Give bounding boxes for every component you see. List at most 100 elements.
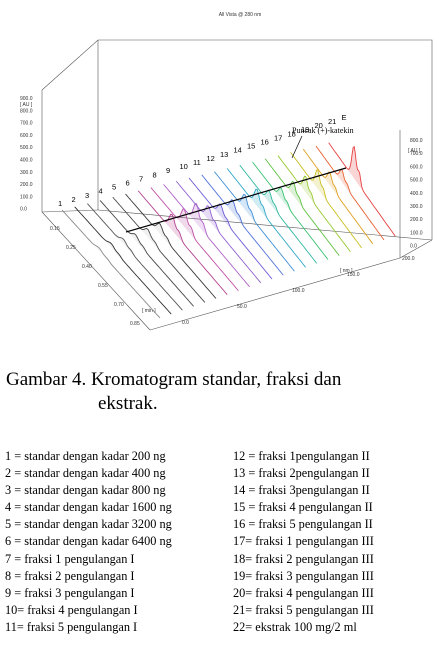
- left-axis-tick: 100.0: [20, 194, 33, 200]
- wavelength-axis-tick: 0.0: [182, 320, 189, 326]
- right-axis-tick: 200.0: [410, 217, 423, 223]
- chromatogram-trace: [87, 203, 183, 311]
- legend-item: 22= ekstrak 100 mg/2 ml: [233, 619, 357, 634]
- legend-left-column: 1 = standar dengan kadar 200 ng 2 = stand…: [5, 448, 172, 636]
- left-axis-tick: 0.0: [20, 207, 27, 213]
- chromatogram-trace: [302, 148, 374, 245]
- chromatogram-trace: [137, 190, 228, 295]
- chromatogram-trace: [328, 142, 396, 237]
- legend-item: 21= fraksi 5 pengulangan III: [233, 602, 374, 617]
- plot-box: [41, 39, 433, 331]
- lane-number: 10: [180, 162, 188, 171]
- chromatogram-trace: [226, 168, 306, 268]
- chromatogram-trace: [277, 155, 351, 252]
- legend-item: 11= fraksi 5 pengulangan I: [5, 619, 138, 634]
- lane-number: 15: [247, 142, 255, 151]
- left-axis-tick: 400.0: [20, 158, 33, 164]
- lane-number: 3: [85, 191, 89, 200]
- left-axis-tick: 500.0: [20, 145, 33, 151]
- chromatogram-trace: [112, 196, 206, 303]
- time-axis-tick: 0.15: [50, 226, 60, 232]
- chromatogram-trace: [214, 171, 295, 272]
- lane-number: 12: [207, 154, 215, 163]
- right-axis-tick: 500.0: [410, 178, 423, 184]
- legend-item: 13 = fraksi 2pengulangan II: [233, 466, 370, 481]
- time-axis-tick: 0.70: [114, 302, 124, 308]
- chromatogram-trace: [315, 145, 385, 241]
- left-axis-tick: 200.0: [20, 182, 33, 188]
- lane-number: 7: [139, 174, 143, 183]
- peak-label: Puncak (+)-katekin: [292, 126, 354, 135]
- chromatogram-trace: [61, 209, 161, 319]
- lane-number: 6: [126, 179, 130, 188]
- chromatogram-trace: [290, 152, 362, 249]
- time-axis-unit: [ min ]: [142, 308, 156, 314]
- legend-item: 14 = fraksi 3pengulangan II: [233, 483, 370, 498]
- left-axis-tick: 600.0: [20, 133, 33, 139]
- chromatogram-trace: [188, 177, 273, 280]
- chromatogram-figure: All Vista @ 280 nm [ AU ] [ AU ] [ min ]…: [20, 12, 433, 331]
- lane-number: 1: [58, 199, 62, 208]
- legend-item: 4 = standar dengan kadar 1600 ng: [5, 500, 172, 515]
- peak-label-leader: [291, 135, 303, 159]
- chromatogram-trace: [125, 193, 217, 299]
- lane-number: 20: [315, 121, 323, 130]
- legend-item: 20= fraksi 4 pengulangan III: [233, 585, 374, 600]
- right-axis-tick: 700.0: [410, 151, 423, 157]
- wavelength-axis-tick: 100.0: [292, 288, 305, 294]
- caption-line-1: Gambar 4. Kromatogram standar, fraksi da…: [6, 369, 342, 390]
- lane-number: 14: [234, 146, 242, 155]
- time-axis-tick: 0.40: [82, 264, 92, 270]
- chromatogram-trace: [239, 164, 318, 264]
- caption-line-2: ekstrak.: [98, 393, 158, 414]
- lane-number: 19: [301, 125, 309, 134]
- chromatogram-trace: [175, 180, 262, 284]
- legend-item: 16 = fraksi 5 pengulangan II: [233, 517, 373, 532]
- right-axis-tick: 400.0: [410, 191, 423, 197]
- legend-item: 1 = standar dengan kadar 200 ng: [5, 449, 166, 463]
- legend-item: 7 = fraksi 1 pengulangan I: [5, 551, 135, 566]
- figure-caption: Gambar 4. Kromatogram standar, fraksi da…: [6, 368, 426, 416]
- chromatogram-trace: [74, 206, 172, 315]
- legend-item: 18= fraksi 2 pengulangan III: [233, 551, 374, 566]
- right-axis-tick: 0.0: [410, 244, 417, 250]
- wavelength-axis-tick: 200.0: [402, 256, 415, 262]
- header-label: All Vista @ 280 nm: [219, 12, 262, 18]
- legend-item: 8 = fraksi 2 pengulangan I: [5, 568, 135, 583]
- left-axis-tick: 300.0: [20, 170, 33, 176]
- legend-item: 10= fraksi 4 pengulangan I: [5, 602, 138, 617]
- lane-number: 5: [112, 183, 116, 192]
- legend-item: 5 = standar dengan kadar 3200 ng: [5, 517, 172, 532]
- wavelength-axis-unit: [ nm ]: [340, 268, 353, 274]
- right-axis-tick: 600.0: [410, 164, 423, 170]
- lane-number: 2: [72, 195, 76, 204]
- left-axis-tick: 800.0: [20, 108, 33, 114]
- chromatogram-trace: [163, 184, 250, 288]
- left-axis-tick: 700.0: [20, 121, 33, 127]
- chromatogram-trace: [264, 158, 340, 256]
- legend-item: 19= fraksi 3 pengulangan III: [233, 568, 374, 583]
- legend-item: 17= fraksi 1 pengulangan III: [233, 534, 374, 549]
- right-axis-tick: 300.0: [410, 204, 423, 210]
- lane-number: 11: [193, 158, 201, 167]
- left-axis-unit: [ AU ]: [20, 102, 33, 108]
- lane-number: 17: [274, 133, 282, 142]
- lane-number: 16: [261, 138, 269, 147]
- legend-item: 6 = standar dengan kadar 6400 ng: [5, 534, 172, 549]
- lane-number: 4: [99, 187, 103, 196]
- wavelength-axis-tick: 50.0: [237, 304, 247, 310]
- legend-item: 3 = standar dengan kadar 800 ng: [5, 483, 166, 498]
- time-axis-tick: 0.25: [66, 245, 76, 251]
- chromatogram-trace: [252, 161, 329, 260]
- legend-item: 12 = fraksi 1pengulangan II: [233, 449, 370, 463]
- wavelength-axis-tick: 150.0: [347, 272, 360, 278]
- lane-number: 13: [220, 150, 228, 159]
- legend-right-column: 12 = fraksi 1pengulangan II 13 = fraksi 2…: [233, 448, 374, 636]
- lane-number: 18: [288, 129, 296, 138]
- chromatogram-trace: [150, 187, 239, 291]
- lane-number: E: [342, 113, 347, 122]
- chromatogram-trace: [99, 200, 194, 307]
- legend-item: 2 = standar dengan kadar 400 ng: [5, 466, 166, 481]
- chromatogram-trace: [201, 174, 284, 276]
- right-axis-tick: 100.0: [410, 230, 423, 236]
